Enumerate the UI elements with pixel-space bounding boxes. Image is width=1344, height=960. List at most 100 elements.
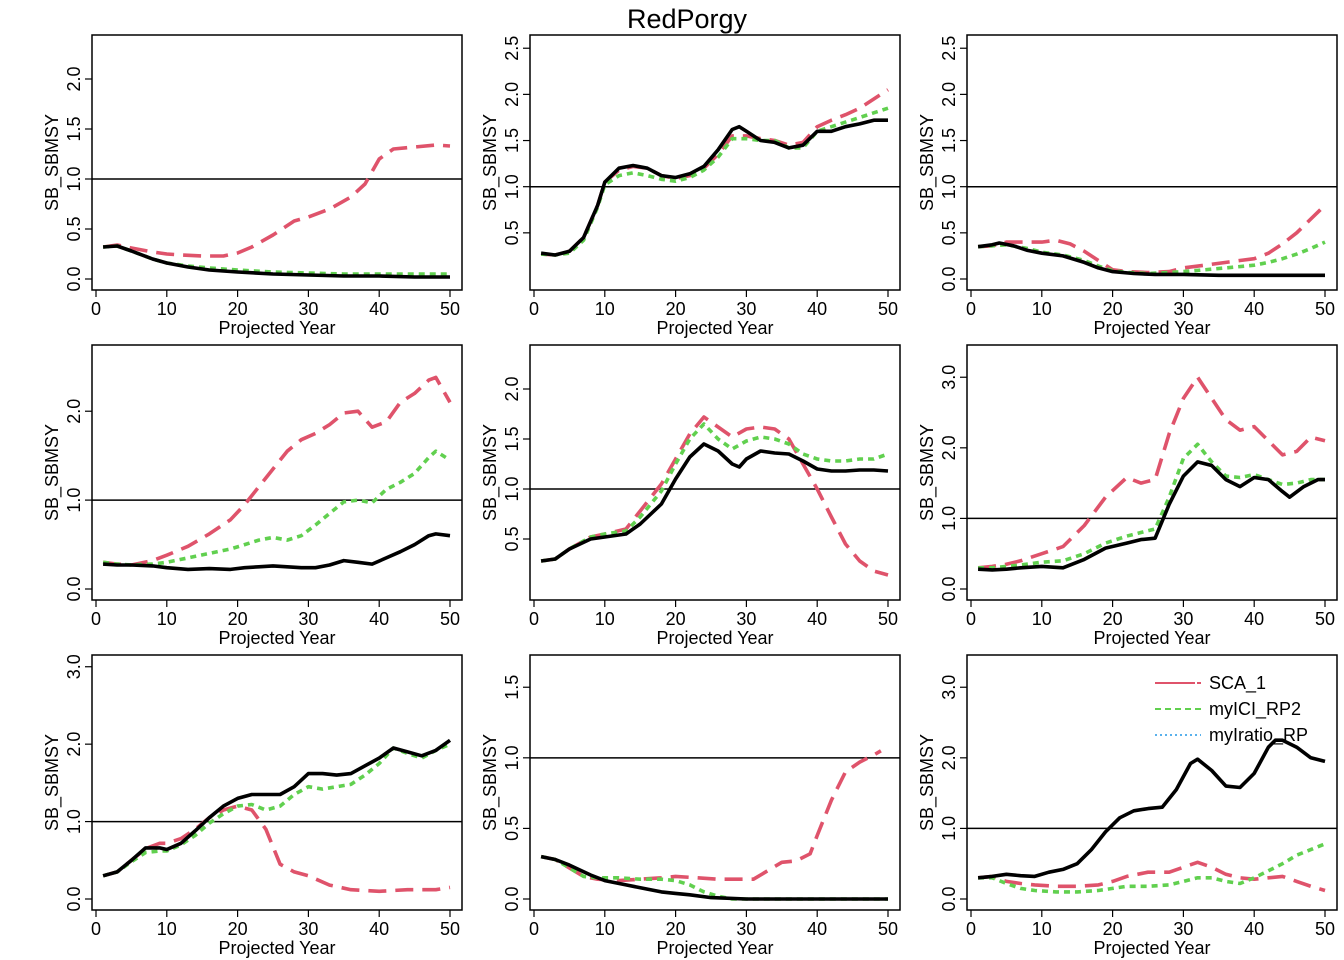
series-line-myici-rp2 [102,742,451,878]
series-line-actual [978,460,1325,572]
x-axis-label: Projected Year [1093,628,1210,648]
series-line-actual [102,244,450,279]
x-tick-label: 0 [966,919,976,939]
legend-label: myIratio_RP [1209,725,1308,746]
y-axis-label: SB_SBMSY [42,114,63,211]
series-line-actual [102,738,452,878]
x-tick-label: 20 [666,609,686,629]
x-tick-label: 10 [1032,919,1052,939]
x-tick-label: 10 [595,919,615,939]
series-line-actual [540,442,889,563]
y-tick-label: 1.0 [939,816,959,841]
x-tick-label: 30 [736,919,756,939]
x-tick-label: 0 [91,609,101,629]
y-tick-label: 1.0 [502,476,522,501]
x-tick-label: 50 [440,299,460,319]
y-tick-label: 2.0 [64,66,84,91]
x-tick-label: 50 [878,299,898,319]
panel-6: 0 10 20 30 40 50 0.0 1.0 2.0 3.0 Projected Year SB_… [917,344,1338,648]
x-tick-label: 40 [369,299,389,319]
x-axis-label: Projected Year [656,628,773,648]
series-line-sca-1 [540,415,889,577]
x-tick-label: 10 [157,299,177,319]
y-tick-label: 1.0 [939,506,959,531]
y-tick-label: 0.0 [939,266,959,291]
plot-frame [529,34,901,291]
y-tick-label: 0.5 [939,220,959,245]
x-tick-label: 0 [966,299,976,319]
series-line-sca-1 [977,860,1326,893]
x-tick-label: 0 [529,299,539,319]
series-line-myici-rp2 [102,244,450,276]
series-line-sca-1 [540,88,889,257]
y-tick-label: 0.0 [502,886,522,911]
y-tick-label: 0.0 [64,266,84,291]
y-tick-label: 2.0 [502,82,522,107]
y-axis-label: SB_SBMSY [917,734,938,831]
y-tick-label: 1.5 [502,426,522,451]
y-tick-label: 3.0 [939,365,959,390]
plot-frame [966,344,1338,601]
x-tick-label: 10 [1032,299,1052,319]
x-tick-label: 10 [157,919,177,939]
series-line-myici-rp2 [977,240,1326,276]
x-axis-label: Projected Year [218,628,335,648]
x-tick-label: 0 [966,609,976,629]
y-tick-label: 0.5 [64,216,84,241]
y-axis-label: SB_SBMSY [42,424,63,521]
x-tick-label: 40 [1244,299,1264,319]
y-tick-label: 1.0 [502,174,522,199]
panel-5: 0 10 20 30 40 50 0.5 1.0 1.5 2.0 Projected Year SB_… [480,344,901,648]
y-tick-label: 2.0 [939,82,959,107]
x-axis-label: Projected Year [218,318,335,338]
y-tick-label: 0.0 [939,886,959,911]
panel-9: 0 10 20 30 40 50 0.0 1.0 2.0 3.0 Projected Year SB_… [917,654,1338,958]
series-line-myici-rp2 [978,442,1325,570]
plot-frame [966,654,1338,911]
x-tick-label: 40 [807,919,827,939]
legend-label: myICI_RP2 [1209,699,1301,720]
y-tick-label: 2.0 [64,399,84,424]
x-axis-label: Projected Year [1093,938,1210,958]
x-axis-label: Projected Year [656,938,773,958]
x-tick-label: 20 [1103,299,1123,319]
y-tick-label: 1.0 [939,174,959,199]
y-tick-label: 3.0 [64,654,84,679]
series-line-sca-1 [102,143,451,258]
y-tick-label: 2.0 [939,435,959,460]
x-tick-label: 40 [807,609,827,629]
x-tick-label: 20 [666,919,686,939]
x-tick-label: 30 [298,609,318,629]
y-tick-label: 0.5 [502,220,522,245]
y-tick-label: 1.0 [64,809,84,834]
x-tick-label: 50 [440,609,460,629]
x-tick-label: 0 [529,609,539,629]
x-tick-label: 40 [1244,919,1264,939]
panel-2: 0 10 20 30 40 50 0.5 1.0 1.5 2.0 2.5 Projected Year… [480,34,901,338]
page-title: RedPorgy [626,4,748,34]
series-line-sca-1 [102,804,451,894]
series-line-sca-1 [102,375,452,567]
y-tick-label: 1.5 [502,128,522,153]
x-axis-label: Projected Year [1093,318,1210,338]
x-tick-label: 30 [736,299,756,319]
y-tick-label: 0.5 [502,816,522,841]
x-tick-label: 50 [1315,299,1335,319]
y-axis-label: SB_SBMSY [917,114,938,211]
series-line-actual [977,738,1326,880]
x-tick-label: 10 [157,609,177,629]
series-line-sca-1 [977,375,1326,570]
plot-frame [91,344,463,601]
y-axis-label: SB_SBMSY [480,734,501,831]
y-tick-label: 2.5 [502,36,522,61]
series-line-actual [540,854,888,901]
plot-frame [966,34,1338,291]
x-tick-label: 20 [228,919,248,939]
x-tick-label: 30 [1173,919,1193,939]
series-line-actual [977,241,1325,278]
x-tick-label: 30 [736,609,756,629]
legend-label: SCA_1 [1209,673,1266,694]
x-tick-label: 50 [878,919,898,939]
y-axis-label: SB_SBMSY [480,424,501,521]
y-tick-label: 2.0 [502,376,522,401]
